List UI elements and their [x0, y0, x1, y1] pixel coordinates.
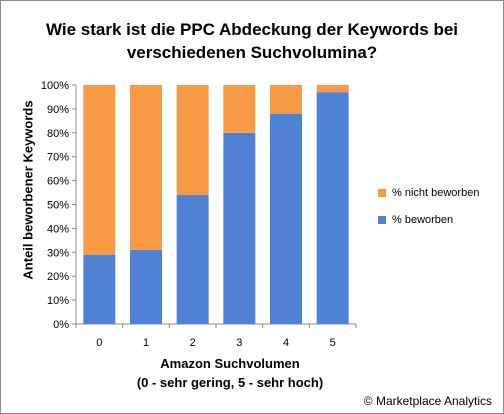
- bar-nicht-beworben: [223, 85, 256, 133]
- y-tick-label: 20%: [47, 271, 69, 283]
- chart-title: Wie stark ist die PPC Abdeckung der Keyw…: [0, 18, 504, 64]
- x-tick-label: 4: [283, 337, 289, 349]
- copyright-text: © Marketplace Analytics: [363, 394, 492, 408]
- y-tick-label: 30%: [47, 247, 69, 259]
- bar-beworben: [270, 113, 302, 325]
- x-axis-label-line-2: (0 - sehr gering, 5 - sehr hoch): [136, 375, 324, 390]
- bar-nicht-beworben: [270, 85, 302, 114]
- bar-nicht-beworben: [316, 85, 349, 93]
- y-tick-label: 70%: [47, 152, 69, 164]
- bar-beworben: [316, 92, 349, 324]
- y-tick-label: 50%: [47, 200, 69, 212]
- bar-nicht-beworben: [83, 85, 116, 255]
- x-axis-label: Amazon Suchvolumen (0 - sehr gering, 5 -…: [100, 354, 360, 392]
- legend-label-nicht-beworben: % nicht beworben: [392, 187, 480, 199]
- x-tick-label: 1: [143, 337, 149, 349]
- y-tick-label: 80%: [47, 128, 69, 140]
- bar-beworben: [83, 254, 116, 324]
- x-tick-label: 2: [190, 337, 196, 349]
- legend-swatch-beworben: [378, 216, 386, 224]
- bar-beworben: [176, 194, 209, 324]
- bar-nicht-beworben: [176, 85, 209, 195]
- legend: % nicht beworben % beworben: [378, 186, 479, 240]
- x-axis-label-line-1: Amazon Suchvolumen: [160, 356, 300, 371]
- legend-item-nicht-beworben: % nicht beworben: [378, 186, 479, 200]
- chart-title-line-1: Wie stark ist die PPC Abdeckung der Keyw…: [45, 20, 459, 39]
- y-tick-label: 60%: [47, 176, 69, 188]
- legend-swatch-nicht-beworben: [378, 189, 386, 197]
- legend-item-beworben: % beworben: [378, 213, 479, 227]
- chart-title-line-2: verschiedenen Suchvolumina?: [126, 43, 378, 62]
- legend-label-beworben: % beworben: [392, 214, 454, 226]
- y-tick-label: 0%: [53, 319, 69, 331]
- x-tick-label: 5: [330, 337, 336, 349]
- y-tick-label: 10%: [47, 295, 69, 307]
- x-tick-label: 0: [96, 337, 102, 349]
- bar-beworben: [223, 132, 256, 324]
- y-tick-label: 90%: [47, 104, 69, 116]
- y-tick-label: 40%: [47, 223, 69, 235]
- x-tick-label: 3: [236, 337, 242, 349]
- y-tick-label: 100%: [41, 80, 69, 92]
- bar-beworben: [130, 249, 162, 324]
- bar-nicht-beworben: [130, 85, 162, 250]
